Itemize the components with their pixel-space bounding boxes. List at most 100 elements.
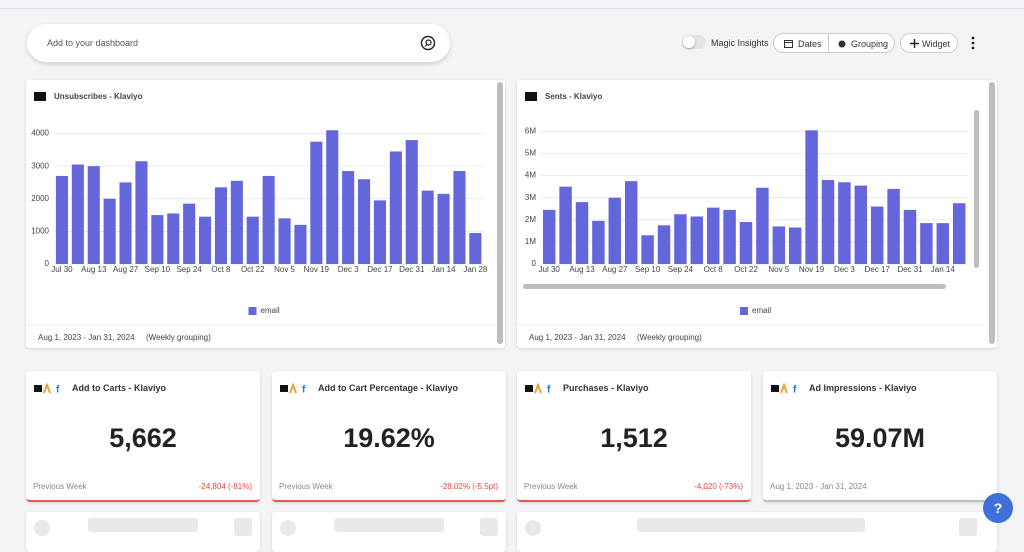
y-tick-label: 1000 (31, 226, 49, 235)
x-tick-label: Dec 3 (338, 265, 359, 274)
bar (294, 224, 307, 264)
kpi-card: f Add to Carts - Klaviyo 5,662 Previous Wee… (26, 371, 260, 502)
dates-label: Dates (798, 39, 822, 49)
bar (230, 180, 243, 264)
x-tick-label: Oct 8 (211, 265, 231, 274)
x-tick-label: Sep 10 (145, 265, 171, 274)
bar (854, 185, 868, 264)
y-tick-label: 3000 (31, 161, 49, 170)
bar (183, 203, 196, 264)
bar (592, 220, 605, 264)
chart: Jul 30 Aug 13 Aug 27 Sep 10 Sep 24 Oct 8 Oct 2… (26, 92, 496, 342)
y-tick-label: 0 (45, 259, 50, 268)
x-tick-label: Aug 13 (569, 265, 595, 274)
kpi-card: f Ad Impressions - Klaviyo 59.07M Aug 1, 20… (763, 371, 997, 502)
bar (103, 198, 116, 264)
source-icons: f (525, 382, 559, 396)
x-tick-label: Aug 13 (81, 265, 107, 274)
bar (920, 223, 933, 264)
more-menu[interactable] (969, 36, 977, 50)
source-icon (34, 92, 46, 101)
bar (55, 175, 68, 264)
x-tick-label: Oct 22 (734, 265, 758, 274)
bar (952, 203, 966, 264)
toggle[interactable] (682, 35, 706, 49)
bar (887, 188, 900, 264)
x-tick-label: Dec 31 (399, 265, 425, 274)
x-tick-label: Jan 14 (931, 265, 956, 274)
bar (437, 193, 450, 264)
grouping-note: (Weekly grouping) (637, 333, 702, 342)
bar (542, 209, 556, 264)
bar (135, 161, 148, 264)
bar (246, 216, 259, 264)
kpi-value: 5,662 (109, 423, 177, 453)
source-icon (525, 92, 537, 101)
h-scrollbar[interactable] (523, 284, 946, 289)
bar (788, 227, 802, 264)
chart-card: Jul 30 Aug 13 Aug 27 Sep 10 Sep 24 Oct 8 Oct 2… (517, 80, 997, 348)
bar (469, 233, 482, 264)
kpi-card: f Purchases - Klaviyo 1,512 Previous Week -4… (517, 371, 751, 502)
bar (657, 225, 671, 264)
plot: Jul 30 Aug 13 Aug 27 Sep 10 Sep 24 Oct 8 Oct 2… (539, 130, 968, 274)
legend-swatch (740, 307, 748, 315)
dates-button[interactable]: Dates (773, 33, 829, 53)
top-border (0, 8, 1024, 9)
bar (262, 175, 275, 264)
bar (373, 200, 386, 264)
kpi-delta: -4,020 (-73%) (694, 482, 743, 491)
bar (624, 181, 638, 264)
bar (690, 216, 704, 264)
scrollbar[interactable] (989, 82, 995, 344)
bar (342, 171, 355, 264)
date-range: Aug 1, 2023 - Jan 31, 2024 (38, 333, 135, 342)
x-tick-label: Aug 27 (602, 265, 628, 274)
bar (389, 151, 402, 264)
x-tick-label: Oct 8 (704, 265, 724, 274)
widget-button[interactable]: Widget (900, 33, 958, 53)
y-tick-label: 6M (525, 127, 536, 136)
y-tick-label: 2000 (31, 194, 49, 203)
x-tick-label: Jan 28 (463, 265, 488, 274)
x-tick-label: Aug 27 (113, 265, 139, 274)
grouping-button[interactable]: Grouping (828, 33, 895, 53)
kpi-footer: Previous Week (279, 482, 333, 491)
x-tick-label: Oct 22 (241, 265, 265, 274)
y-tick-label: 5M (525, 149, 536, 158)
bar (453, 171, 466, 264)
help-button[interactable]: ? (983, 493, 1013, 523)
y-tick-label: 2M (525, 215, 536, 224)
kpi-delta: -24,804 (-81%) (198, 482, 252, 491)
widget-label: Widget (922, 39, 951, 49)
chart-card: Jul 30 Aug 13 Aug 27 Sep 10 Sep 24 Oct 8 Oct 2… (26, 80, 505, 348)
bar (674, 214, 687, 264)
kpi-title: Ad Impressions - Klaviyo (809, 383, 917, 393)
x-tick-label: Jan 14 (432, 265, 457, 274)
search-icon[interactable] (420, 35, 436, 51)
bar (870, 206, 884, 264)
scrollbar[interactable] (497, 82, 503, 344)
search-box[interactable]: Add to your dashboard (27, 24, 450, 62)
grouping-note: (Weekly grouping) (146, 333, 211, 342)
x-tick-label: Dec 3 (834, 265, 855, 274)
toggle-label: Magic Insights (711, 38, 769, 48)
chart: Jul 30 Aug 13 Aug 27 Sep 10 Sep 24 Oct 8 Oct 2… (517, 92, 987, 342)
plot: Jul 30 Aug 13 Aug 27 Sep 10 Sep 24 Oct 8 Oct 2… (51, 130, 488, 274)
placeholder-card (517, 512, 997, 552)
x-tick-label: Sep 10 (635, 265, 661, 274)
source-icons: f (771, 382, 805, 396)
bar (405, 140, 418, 264)
inner-scrollbar[interactable] (974, 110, 979, 268)
bar (214, 187, 227, 264)
chart-title: Unsubscribes - Klaviyo (54, 92, 143, 101)
bar (936, 223, 950, 264)
x-tick-label: Nov 5 (274, 265, 295, 274)
legend-label: email (752, 306, 771, 315)
kpi-title: Add to Carts - Klaviyo (72, 383, 167, 393)
kpi-title: Add to Cart Percentage - Klaviyo (318, 383, 459, 393)
bar (723, 209, 736, 264)
kpi-footer: Previous Week (33, 482, 87, 491)
kpi-title: Purchases - Klaviyo (563, 383, 649, 393)
bar (310, 141, 323, 264)
